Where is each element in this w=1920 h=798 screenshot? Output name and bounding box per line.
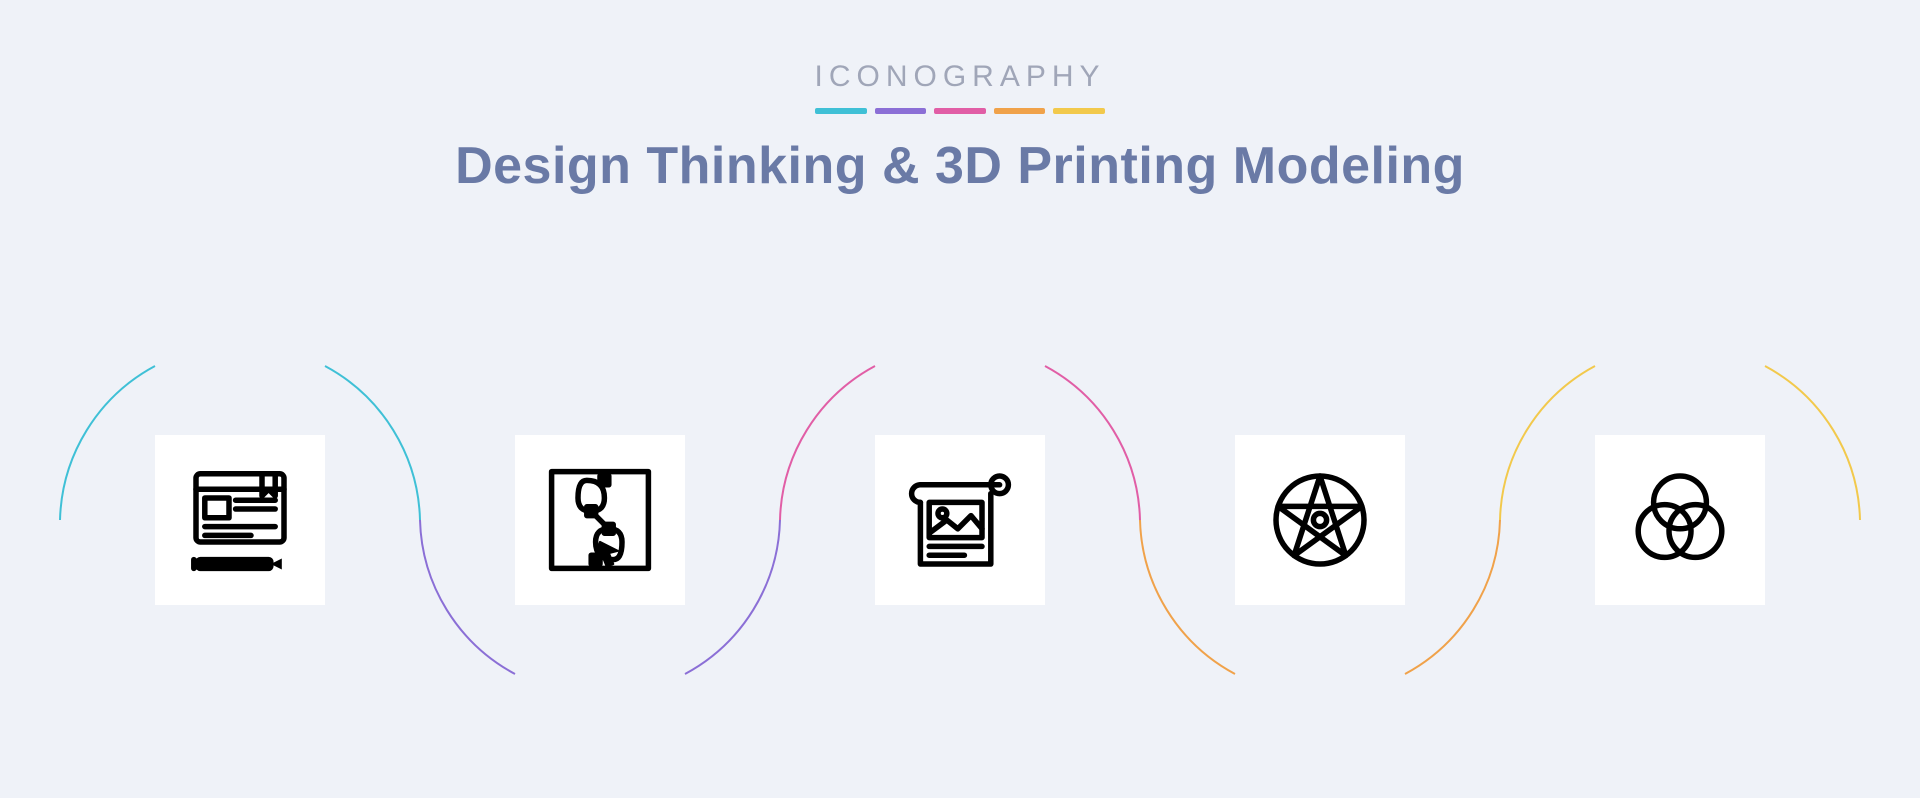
poster-icon bbox=[905, 465, 1015, 575]
tile-venn bbox=[1595, 435, 1765, 605]
segment-purple bbox=[875, 108, 927, 114]
tile-poster bbox=[875, 435, 1045, 605]
segment-yellow bbox=[1053, 108, 1105, 114]
segment-cyan bbox=[815, 108, 867, 114]
tile-pentagram bbox=[1235, 435, 1405, 605]
tiles bbox=[0, 300, 1920, 740]
tile-vector-edit bbox=[515, 435, 685, 605]
header: ICONOGRAPHY Design Thinking & 3D Printin… bbox=[0, 60, 1920, 196]
stage bbox=[0, 300, 1920, 740]
brand-label: ICONOGRAPHY bbox=[0, 60, 1920, 94]
segment-pink bbox=[934, 108, 986, 114]
segment-orange bbox=[994, 108, 1046, 114]
page-title: Design Thinking & 3D Printing Modeling bbox=[0, 136, 1920, 196]
pentagram-icon bbox=[1265, 465, 1375, 575]
rgb-venn-icon bbox=[1625, 465, 1735, 575]
tile-web-edit bbox=[155, 435, 325, 605]
vector-edit-icon bbox=[545, 465, 655, 575]
web-edit-icon bbox=[185, 465, 295, 575]
brand-underline bbox=[815, 108, 1105, 114]
